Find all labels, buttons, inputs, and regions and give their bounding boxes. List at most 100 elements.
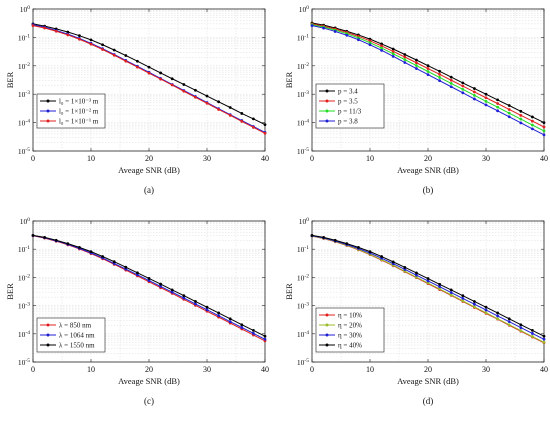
data-point bbox=[438, 282, 441, 286]
data-point bbox=[78, 34, 81, 38]
data-point bbox=[449, 78, 453, 82]
data-point bbox=[542, 125, 546, 129]
data-point bbox=[147, 65, 151, 69]
data-point bbox=[519, 329, 523, 332]
data-point bbox=[194, 95, 197, 99]
data-point bbox=[415, 271, 418, 275]
x-tick-label: 40 bbox=[261, 365, 269, 374]
legend-marker bbox=[46, 333, 50, 337]
data-point bbox=[415, 58, 418, 62]
legend-marker bbox=[46, 343, 50, 347]
y-tick-label: 10-5 bbox=[297, 147, 309, 156]
legend-label: η = 30% bbox=[338, 332, 362, 340]
data-point bbox=[473, 87, 476, 90]
data-point bbox=[170, 83, 174, 87]
y-tick-label: 10-3 bbox=[18, 90, 30, 99]
legend-label: λ = 850 nm bbox=[59, 322, 92, 330]
data-point bbox=[391, 260, 395, 264]
data-point bbox=[519, 109, 523, 113]
y-tick-label: 100 bbox=[299, 5, 310, 14]
data-point bbox=[507, 317, 511, 321]
y-tick-label: 100 bbox=[299, 217, 310, 226]
data-point bbox=[78, 245, 81, 249]
y-axis-label: BER bbox=[5, 71, 15, 88]
data-point bbox=[368, 43, 372, 47]
data-point bbox=[542, 133, 546, 137]
data-point bbox=[438, 72, 441, 76]
data-point bbox=[507, 115, 511, 119]
panel-caption: (c) bbox=[144, 396, 154, 406]
y-tick-label: 10-1 bbox=[18, 33, 30, 42]
data-point bbox=[345, 242, 349, 245]
x-tick-label: 30 bbox=[482, 154, 490, 163]
data-point bbox=[484, 308, 488, 312]
data-point bbox=[217, 311, 221, 315]
data-point bbox=[159, 284, 163, 288]
x-tick-label: 20 bbox=[145, 154, 153, 163]
data-point bbox=[415, 61, 418, 65]
data-point bbox=[449, 288, 453, 292]
data-point bbox=[66, 33, 70, 37]
data-point bbox=[496, 98, 499, 102]
data-point bbox=[415, 275, 418, 279]
data-point bbox=[194, 299, 197, 303]
data-point bbox=[124, 54, 128, 57]
data-point bbox=[461, 299, 465, 303]
data-point bbox=[496, 109, 499, 113]
data-point bbox=[124, 265, 128, 269]
legend-marker bbox=[325, 89, 329, 93]
data-point bbox=[89, 250, 93, 254]
data-point bbox=[473, 305, 476, 309]
y-tick-label: 10-1 bbox=[297, 33, 309, 42]
data-point bbox=[182, 83, 186, 86]
data-point bbox=[124, 59, 128, 63]
legend-marker bbox=[46, 323, 50, 327]
data-point bbox=[263, 334, 267, 338]
data-point bbox=[252, 125, 255, 129]
x-tick-label: 40 bbox=[261, 154, 269, 163]
series-1 bbox=[310, 234, 546, 344]
data-point bbox=[217, 100, 221, 104]
data-point bbox=[415, 67, 418, 70]
data-point bbox=[507, 323, 511, 327]
data-point bbox=[391, 52, 395, 56]
data-point bbox=[531, 123, 534, 127]
data-point bbox=[89, 42, 93, 46]
data-point bbox=[147, 279, 151, 283]
data-point bbox=[263, 123, 267, 127]
data-point bbox=[263, 337, 267, 341]
y-tick-label: 10-1 bbox=[297, 245, 309, 254]
panel-caption: (a) bbox=[144, 185, 154, 195]
data-point bbox=[217, 314, 221, 318]
data-point bbox=[496, 317, 499, 321]
data-point bbox=[252, 331, 255, 335]
data-point bbox=[461, 84, 465, 88]
x-tick-label: 0 bbox=[310, 365, 314, 374]
data-point bbox=[240, 112, 244, 115]
legend-label: p = 3.8 bbox=[338, 118, 358, 126]
data-point bbox=[519, 117, 523, 121]
data-point bbox=[380, 48, 383, 52]
data-point bbox=[507, 108, 511, 111]
data-point bbox=[484, 92, 488, 96]
data-point bbox=[461, 91, 465, 95]
data-point bbox=[519, 326, 523, 329]
legend-marker bbox=[325, 109, 329, 113]
data-point bbox=[461, 297, 465, 300]
data-point bbox=[380, 42, 383, 46]
x-tick-label: 40 bbox=[540, 154, 548, 163]
data-point bbox=[438, 287, 441, 291]
data-point bbox=[438, 285, 441, 289]
y-axis-label: BER bbox=[5, 283, 15, 300]
legend-label: η = 40% bbox=[338, 342, 362, 350]
data-point bbox=[542, 129, 546, 133]
data-point bbox=[403, 265, 407, 269]
data-point bbox=[461, 81, 465, 85]
x-tick-label: 30 bbox=[482, 365, 490, 374]
data-point bbox=[542, 334, 546, 338]
data-point bbox=[147, 71, 151, 75]
x-tick-label: 40 bbox=[540, 365, 548, 374]
data-point bbox=[380, 46, 383, 50]
legend: p = 3.4 p = 3.5 p = 11/3 p = 3.8 bbox=[315, 83, 385, 129]
data-point bbox=[519, 323, 523, 327]
